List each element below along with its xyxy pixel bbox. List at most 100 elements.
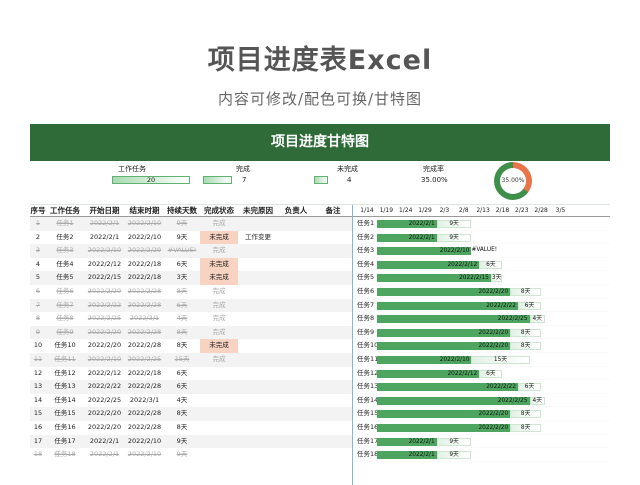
gantt-bar: 2022/2/20 (377, 423, 511, 432)
table-cell: 2022/2/10 (127, 436, 162, 445)
stat-done-bar (203, 176, 232, 184)
table-cell: 未完成 (200, 257, 238, 272)
column-header: 持续天数 (167, 206, 197, 215)
stat-pending-label: 未完成 (337, 165, 358, 173)
gantt-task-label: 任务14 (357, 395, 379, 404)
gantt-task-label: 任务15 (357, 409, 379, 418)
gantt-bar: 2022/2/1 (377, 220, 437, 228)
table-cell: 任务12 (54, 368, 76, 377)
stat-total-bar: 20 (112, 176, 190, 184)
table-row: 2 任务2 2022/2/1 2022/2/10 9天 未完成 工作变更 (30, 230, 352, 245)
table-cell: 完成 (212, 354, 226, 363)
table-cell: 未完成 (200, 271, 238, 285)
gantt-row: 任务10 2022/2/20 8天 (353, 339, 610, 353)
table-cell: 4天 (176, 395, 188, 404)
gantt-duration: 4天 (529, 396, 545, 405)
gantt-task-label: 任务12 (357, 368, 379, 377)
table-cell: 6天 (176, 259, 188, 268)
table-cell: 2022/2/1 (89, 450, 120, 459)
table-row: 14 任务14 2022/2/25 2022/3/1 4天 (30, 394, 352, 408)
gantt-duration: 8天 (510, 287, 542, 296)
page-title: 项目进度表Excel (207, 45, 433, 76)
stat-total: 工作任务 20 (112, 165, 190, 184)
gantt-row: 任务1 2022/2/1 9天 (353, 217, 610, 231)
gantt-duration: 8天 (510, 423, 542, 432)
axis-tick-label: 2/13 (476, 207, 490, 214)
table-cell (200, 421, 238, 435)
table-cell (314, 353, 352, 367)
table-cell (278, 421, 314, 435)
table-cell (238, 258, 278, 272)
table-cell: 2022/2/1 (89, 436, 120, 445)
stat-pending-bar (314, 176, 328, 184)
gantt-duration: 6天 (479, 369, 503, 378)
table-cell (238, 380, 278, 394)
table-cell: 完成 (212, 327, 226, 336)
table-cell (314, 394, 352, 408)
table-cell: 2022/2/12 (87, 259, 122, 268)
table-cell (314, 407, 352, 421)
table-row: 10 任务10 2022/2/20 2022/2/28 8天 未完成 (30, 339, 352, 353)
task-table: 序号 工作任务 开始日期 结束时期 持续天数 完成状态 未完原因 负责人 备注 1 任务1 2022… (30, 205, 352, 462)
table-cell (238, 367, 278, 381)
gantt-bar: 2022/2/20 (377, 410, 511, 419)
table-cell: 2022/2/25 (87, 314, 122, 323)
gantt-bar: 2022/2/12 (377, 369, 480, 378)
table-cell: 9天 (176, 436, 188, 445)
table-cell (314, 380, 352, 394)
table-cell (278, 231, 314, 245)
stat-rate-label: 完成率 (423, 165, 444, 173)
table-cell (314, 244, 352, 258)
table-cell: 工作变更 (245, 232, 271, 241)
gantt-task-label: 任务2 (357, 232, 375, 241)
table-row: 4 任务4 2022/2/12 2022/2/18 6天 未完成 (30, 257, 352, 272)
table-cell: 2022/2/10 (127, 232, 162, 241)
stat-pending: 未完成 4 (314, 165, 358, 184)
table-cell: 13 (33, 382, 43, 391)
table-cell (278, 271, 314, 285)
table-cell: 2022/2/15 (87, 273, 122, 282)
table-cell: 2022/2/10 (127, 450, 162, 459)
table-row: 9 任务9 2022/2/20 2022/2/28 8天 完成 (30, 325, 352, 340)
table-cell: 2022/2/20 (87, 341, 122, 350)
gantt-task-label: 任务13 (357, 382, 379, 391)
table-cell: 任务4 (56, 259, 74, 268)
table-cell (314, 339, 352, 353)
table-row: 1 任务1 2022/2/1 2022/2/10 9天 完成 (30, 217, 352, 231)
table-cell: 6天 (176, 300, 188, 309)
table-cell: 15 (33, 409, 43, 418)
axis-tick-label: 2/18 (495, 207, 510, 214)
table-cell (238, 394, 278, 408)
table-cell: 2022/2/28 (127, 409, 162, 418)
gantt-row: 任务4 2022/2/12 6天 (353, 258, 610, 272)
table-cell: 2022/2/22 (87, 300, 122, 309)
stat-rate-value: 35.00% (421, 176, 448, 184)
table-cell (238, 435, 278, 449)
gantt-task-label: 任务1 (357, 219, 375, 227)
table-cell (314, 367, 352, 381)
table-cell: 2022/2/20 (87, 327, 122, 336)
gantt-bar: 2022/2/20 (377, 342, 511, 351)
table-cell: 完成 (212, 246, 226, 255)
gantt-task-label: 任务9 (357, 327, 375, 336)
table-cell: 8天 (176, 422, 188, 431)
axis-tick-label: 1/24 (398, 207, 413, 214)
gantt-bar: 2022/2/1 (377, 233, 437, 242)
table-cell: 任务13 (54, 382, 76, 391)
column-header: 序号 (30, 206, 46, 215)
gantt-task-label: 任务8 (357, 314, 375, 323)
table-cell (238, 353, 278, 367)
table-cell: 2022/2/1 (89, 232, 120, 241)
table-cell (278, 244, 314, 258)
table-row: 6 任务6 2022/2/20 2022/2/28 8天 完成 (30, 285, 352, 299)
table-cell (278, 326, 314, 340)
column-header: 工作任务 (50, 206, 80, 215)
gantt-row: 任务7 2022/2/22 6天 (353, 299, 610, 313)
table-cell (314, 231, 352, 245)
table-cell: 任务11 (54, 354, 76, 363)
table-cell: 18 (33, 450, 43, 459)
table-cell: 8天 (176, 341, 188, 350)
table-cell: 6天 (176, 382, 188, 391)
table-cell: 1 (35, 219, 41, 227)
gantt-row: 任务15 2022/2/20 8天 (353, 407, 610, 421)
